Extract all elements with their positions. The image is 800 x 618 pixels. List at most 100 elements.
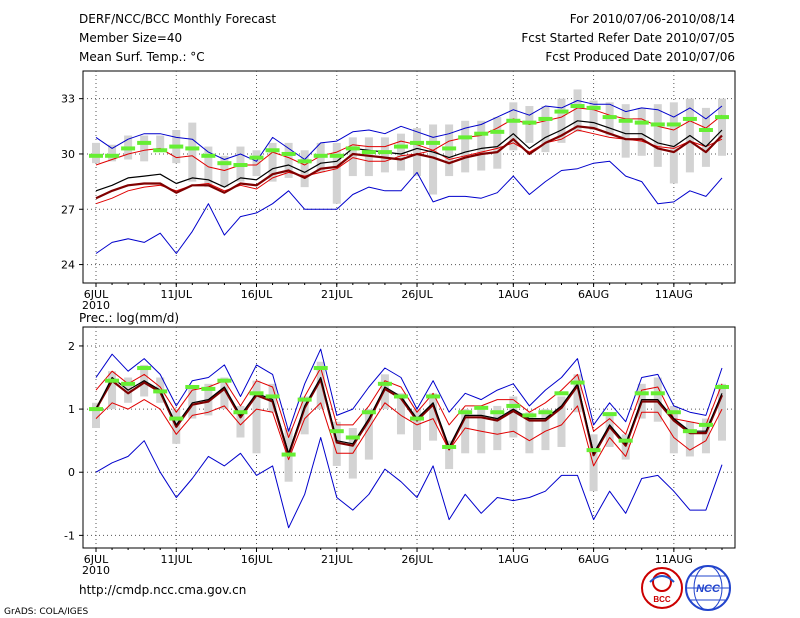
grads-credit: GrADS: COLA/IGES <box>4 607 88 617</box>
temp-min-line <box>95 160 723 254</box>
precip-clim-mark <box>329 429 344 434</box>
bcc-logo: BCC <box>641 567 683 609</box>
temp-clim-mark <box>201 153 216 158</box>
precip-clim-mark <box>217 378 232 383</box>
temp-spread-box <box>573 89 582 132</box>
temp-ytick-label: 33 <box>61 93 75 106</box>
precip-spread-box <box>396 393 405 435</box>
precip-clim-mark <box>185 384 200 389</box>
precip-xtick-label: 2010 <box>82 564 110 577</box>
temp-xtick-label: 11JUL <box>161 288 193 301</box>
temp-spread-box <box>413 128 422 177</box>
temp-max-line <box>95 100 723 162</box>
precip-xtick-label: 26JUL <box>401 553 433 566</box>
precip-spread-box <box>525 412 534 454</box>
precip-max-line <box>95 348 723 432</box>
temp-spread-box <box>188 122 197 182</box>
temp-clim-mark <box>169 144 184 149</box>
precip-spread-box <box>445 440 454 470</box>
precip-spread-box <box>316 361 325 410</box>
temp-spread-box <box>541 106 550 153</box>
temp-clim-mark <box>185 146 200 151</box>
temp-clim-mark <box>121 146 136 151</box>
chart-title: DERF/NCC/BCC Monthly Forecast <box>79 12 276 26</box>
variable-label: Mean Surf. Temp.: °C <box>79 50 205 64</box>
precip-spread-box <box>413 409 422 451</box>
precip-clim-mark <box>89 407 103 412</box>
temp-spread-box <box>140 135 149 162</box>
precip-clim-mark <box>281 452 296 457</box>
temp-clim-mark <box>698 127 713 132</box>
member-size-label: Member Size=40 <box>79 31 182 45</box>
precip-spread-box <box>573 374 582 413</box>
temp-clim-mark <box>602 115 617 120</box>
temp-spread-box <box>653 104 662 167</box>
precip-clim-mark <box>682 429 697 434</box>
temp-spread-box <box>461 120 470 173</box>
precip-clim-mark <box>570 380 585 385</box>
temp-xtick-label: 2010 <box>82 299 110 312</box>
precip-clim-mark <box>618 438 633 443</box>
precip-xtick-label: 6AUG <box>578 553 609 566</box>
ncc-logo-text: NCC <box>696 583 721 595</box>
temp-spread-box <box>509 102 518 151</box>
forecast-range: For 2010/07/06-2010/08/14 <box>570 12 735 26</box>
precip-spread-box <box>621 434 630 460</box>
temp-spread-box <box>669 102 678 184</box>
temp-spread-box <box>252 150 261 177</box>
precip-spread-box <box>92 402 100 429</box>
precip-spread-box <box>332 421 341 466</box>
precip-clim-mark <box>506 403 521 408</box>
precip-clim-mark <box>345 435 360 440</box>
precip-clim-mark <box>201 386 216 391</box>
precip-clim-mark <box>634 391 649 396</box>
temp-clim-mark <box>105 153 120 158</box>
precip-clim-mark <box>137 366 152 371</box>
precip-clim-mark <box>474 405 489 410</box>
precip-clim-mark <box>410 416 425 421</box>
temp-xtick-label: 11AUG <box>655 288 693 301</box>
temp-clim-mark <box>554 109 569 114</box>
temp-clim-mark <box>153 148 168 153</box>
footer-url[interactable]: http://cmdp.ncc.cma.gov.cn <box>79 583 246 597</box>
temp-clim-mark <box>249 155 264 160</box>
ncc-logo: NCC <box>685 565 731 611</box>
precip-clim-mark <box>650 391 665 396</box>
precip-spread-box <box>461 409 470 454</box>
precip-spread-box <box>685 421 694 457</box>
temp-spread-box <box>637 107 646 156</box>
temp-clim-mark <box>474 131 489 136</box>
precip-spread-box <box>718 383 726 441</box>
temp-clim-mark <box>137 140 152 145</box>
temp-clim-mark <box>666 122 681 127</box>
precip-spread-box <box>236 405 245 438</box>
precip-lower-line <box>95 399 723 467</box>
precip-clim-mark <box>698 422 713 427</box>
precip-spread-box <box>364 409 373 460</box>
temp-spread-box <box>300 150 309 188</box>
precip-plot-frame <box>82 326 736 549</box>
temp-clim-mark <box>715 115 729 120</box>
temp-clim-mark <box>410 140 425 145</box>
temp-clim-mark <box>458 135 473 140</box>
precip-spread-box <box>669 405 678 454</box>
precip-spread-box <box>380 374 389 410</box>
temp-spread-box <box>701 107 710 167</box>
precip-spread-box <box>557 396 566 447</box>
precip-spread-box <box>701 418 710 454</box>
temp-spread-box <box>429 124 438 195</box>
precip-clim-mark <box>297 397 312 402</box>
precip-spread-box <box>541 409 550 451</box>
temp-clim-mark <box>265 148 280 153</box>
temp-clim-mark <box>506 118 521 123</box>
temp-xtick-label: 1AUG <box>498 288 529 301</box>
precip-clim-mark <box>249 391 264 396</box>
precip-spread-box <box>509 396 518 438</box>
temp-clim-mark <box>538 116 553 121</box>
temp-spread-box <box>332 142 341 204</box>
precip-clim-mark <box>105 378 120 383</box>
temp-ytick-label: 27 <box>61 203 75 216</box>
precip-spread-box <box>252 380 261 454</box>
